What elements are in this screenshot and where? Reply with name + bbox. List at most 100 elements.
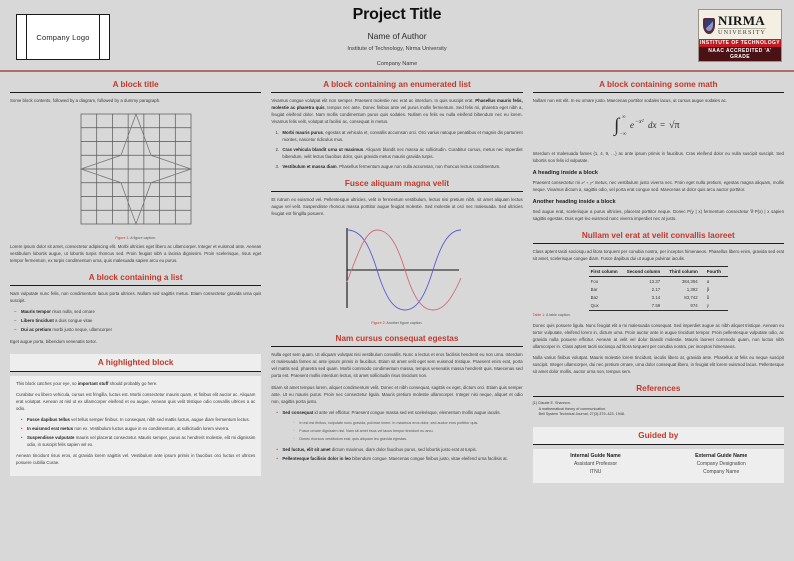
nirma-subtitle: UNIVERSITY bbox=[718, 28, 767, 37]
nirma-wordmark: NIRMA UNIVERSITY bbox=[718, 14, 767, 37]
table-cell: β bbox=[706, 287, 710, 293]
series-cosine bbox=[346, 229, 462, 311]
block-math: A block containing some math Nullam non … bbox=[532, 80, 784, 222]
title-block: Project Title Name of Author Institute o… bbox=[0, 0, 794, 67]
list-item-bold: Fusce dapibus tellus bbox=[27, 416, 70, 422]
author-name: Name of Author bbox=[367, 31, 427, 41]
table-cell: 2.17 bbox=[651, 287, 661, 293]
block-body-text: Donec quis posuere ligula. Nunc feugiat … bbox=[532, 323, 784, 350]
figure-1-caption-text: A figure caption. bbox=[129, 236, 157, 241]
block-heading: A block title bbox=[112, 80, 159, 89]
block-body-text-2: Nulla varius finibus volutpat. Mauris mo… bbox=[532, 355, 784, 375]
poster-columns: A block title Some block contents, follo… bbox=[0, 72, 794, 561]
table-cell: 1,392 bbox=[686, 287, 698, 293]
list-item-text: . Aliquam blandit nec massa ac sollicitu… bbox=[282, 147, 523, 160]
list-item: Morbi mauris purus, egestas at vehicula … bbox=[280, 129, 522, 143]
page-title: Project Title bbox=[352, 6, 442, 23]
list-item-text: dictum maximus, diam dolor faucibus puru… bbox=[330, 446, 477, 452]
integral-formula: ∫ ∞ −∞ e −x² dx = √π bbox=[613, 115, 680, 137]
table-caption: Table 1: A table caption. bbox=[533, 313, 784, 317]
heading-rule bbox=[532, 243, 784, 245]
reference-marker: [1] bbox=[532, 401, 537, 406]
block-a-block-containing-a-list: A block containing a list Nam vulputate … bbox=[10, 273, 262, 344]
figure-2-caption: Figure 2: Another figure caption. bbox=[271, 321, 522, 325]
series-sine bbox=[346, 229, 462, 311]
block-nullam-vel-erat: Nullam vel erat at velit convallis laore… bbox=[532, 231, 784, 375]
table-row: Bar 2.17 1,392 β bbox=[589, 285, 728, 293]
sub-list-item: Fusce ornare dignissim nisl. Nam sit ame… bbox=[292, 428, 522, 434]
svg-text:∫: ∫ bbox=[613, 115, 621, 137]
svg-text:=: = bbox=[660, 120, 665, 130]
internal-guide-name: Internal Guide Name bbox=[570, 452, 621, 459]
list-item-bold: Pellentesque facilisis dolor in leo bbox=[282, 456, 351, 461]
inline-math: x² + y² bbox=[581, 180, 594, 186]
block-enumerated-list: A block containing an enumerated list Vi… bbox=[271, 80, 523, 170]
heading-rule bbox=[532, 396, 784, 398]
sine-cosine-plot bbox=[346, 228, 462, 311]
table-header-cell: First column bbox=[588, 266, 625, 278]
intro-bold: important stuff bbox=[77, 380, 109, 386]
intro-post: , tempus nec ante. Donec finibus ante ve… bbox=[271, 105, 523, 125]
block-heading: References bbox=[636, 384, 681, 394]
intro-bold: Phasellus mauris felis, molestie ac phar… bbox=[271, 98, 523, 111]
heading-rule bbox=[10, 285, 262, 287]
dash-list: Mauris tempor risus nulla, sed ornare Li… bbox=[14, 308, 261, 333]
block-guided-by: Guided by Internal Guide Name Assistant … bbox=[532, 426, 784, 483]
block-heading: Guided by bbox=[532, 426, 784, 444]
intro-pre: This block catches your eye, so bbox=[16, 380, 78, 386]
table-cell: Qux bbox=[588, 301, 625, 312]
sub-list-item: Donec rhoncus vestibulum erat, quis aliq… bbox=[292, 436, 522, 442]
list-item: Dui ac pretium morbi justo neque, ullamc… bbox=[14, 326, 261, 333]
internal-guide: Internal Guide Name Assistant Professor … bbox=[533, 453, 659, 475]
list-item: Sed luctus, elit sit amet dictum maximus… bbox=[275, 446, 522, 453]
reference-title: A mathematical theory of communication. bbox=[538, 406, 607, 411]
list-item-text: vel tellus semper finibus. In consequat,… bbox=[69, 416, 250, 422]
block-body-text: Et rutrum ex euismod vel. Pellentesque u… bbox=[271, 197, 523, 217]
block-body-text: Nulla eget sem quam. Ut aliquam volutpat… bbox=[271, 352, 523, 379]
sub-bullet-list: In est est finibus, vulputate nunc gravi… bbox=[292, 420, 522, 442]
figure-1-caption-label: Figure 1: bbox=[115, 236, 130, 241]
heading-rule bbox=[271, 346, 523, 348]
internal-guide-org: ITNU bbox=[589, 468, 602, 475]
svg-text:√π: √π bbox=[669, 120, 680, 131]
svg-text:−∞: −∞ bbox=[620, 132, 627, 137]
reference-author: Claude E. Shannon. bbox=[537, 401, 571, 406]
heading-rule bbox=[271, 191, 523, 193]
company-logo-label: Company Logo bbox=[36, 32, 90, 42]
block-outro-text: Aenean tincidunt risus eros, at gravida … bbox=[16, 453, 256, 466]
equation-gaussian-integral: ∫ ∞ −∞ e −x² dx = √π bbox=[533, 111, 784, 142]
highlighted-body: This block catches your eye, so importan… bbox=[10, 375, 262, 477]
external-guide: External Guide Name Company Designation … bbox=[658, 453, 784, 475]
svg-text:e: e bbox=[630, 120, 634, 130]
sub-heading-2-text: Sed augue erat, scelerisque a purus ultr… bbox=[532, 209, 784, 222]
block-heading: Nam cursus consequat egestas bbox=[335, 334, 459, 344]
block-intro-text: Vivamus congue volutpat elit non semper.… bbox=[271, 97, 522, 125]
figure-2: Figure 2: Another figure caption. bbox=[271, 222, 522, 325]
block-intro-text: Some block contents, followed by a diagr… bbox=[10, 98, 161, 103]
list-item: Suspendisse vulputate mauris vel placera… bbox=[20, 434, 255, 448]
table-cell: γ bbox=[704, 301, 728, 312]
svg-text:dx: dx bbox=[648, 120, 657, 130]
list-item-bold: Morbi mauris purus bbox=[282, 130, 323, 136]
block-body-text-2: Etiam sit amet tempus lorem, aliquet con… bbox=[271, 384, 523, 404]
figure-2-caption-label: Figure 2: bbox=[371, 321, 386, 326]
nirma-band-naac: NAAC ACCREDITED 'A' GRADE bbox=[699, 47, 781, 61]
list-item-text: a duis congue vitae bbox=[53, 318, 93, 324]
list-item-text: morbi justo neque, ullamcorper bbox=[51, 327, 113, 333]
block-heading: Nullam vel erat at velit convallis laore… bbox=[581, 231, 735, 241]
table-cell: 974 bbox=[667, 301, 705, 312]
block-body-text: Curabitur eu libero vehicula, cursus est… bbox=[16, 391, 256, 411]
heading-rule bbox=[532, 92, 784, 93]
list-item-bold: Sed consequat bbox=[282, 409, 314, 415]
left-column: A block title Some block contents, follo… bbox=[10, 80, 262, 561]
block-intro-text: Nam vulputate nunc felis, non condimentu… bbox=[10, 291, 262, 304]
data-table: First column Second column Third column … bbox=[588, 266, 728, 312]
reference-item: [1] Claude E. Shannon. A mathematical th… bbox=[533, 401, 784, 418]
list-item-bold: Dui ac pretium bbox=[21, 327, 52, 333]
sub-heading-1: A heading inside a block bbox=[532, 170, 599, 177]
sub-heading-2: Another heading inside a block bbox=[532, 199, 616, 206]
company-name: Company Name bbox=[376, 61, 418, 67]
table-caption-label: Table 1: bbox=[532, 313, 546, 318]
svg-text:∞: ∞ bbox=[622, 115, 626, 120]
internal-guide-role: Assistant Professor bbox=[573, 460, 618, 467]
